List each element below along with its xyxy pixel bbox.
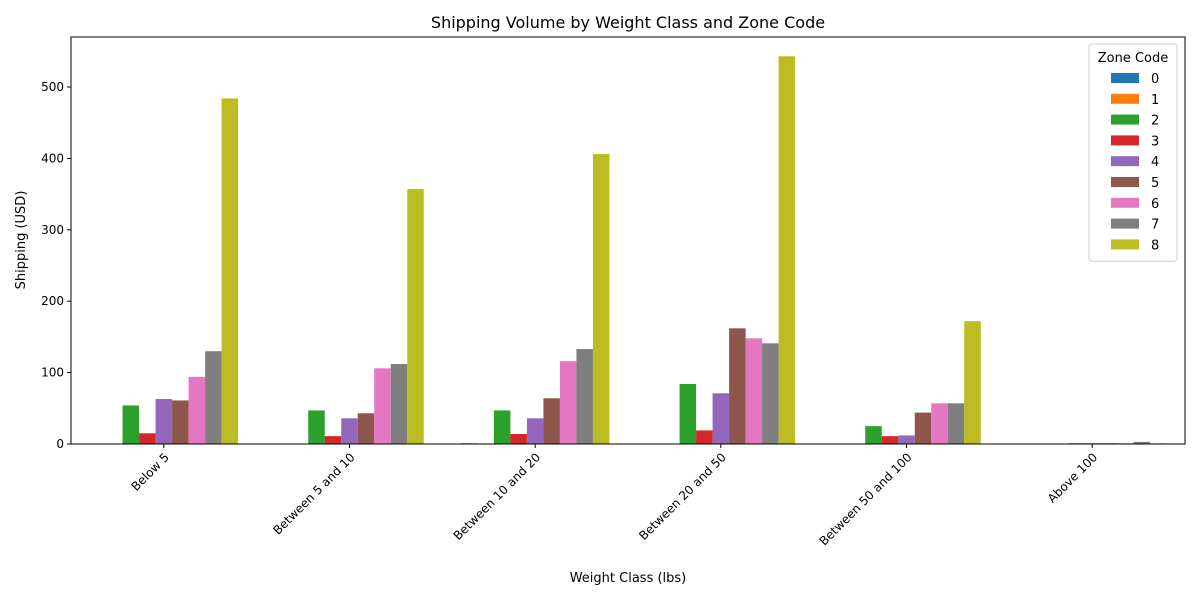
- legend-label-5: 5: [1151, 176, 1159, 191]
- y-tick-label: 400: [41, 151, 64, 165]
- y-tick-label: 0: [56, 437, 64, 451]
- y-tick-label: 100: [41, 366, 64, 380]
- legend: Zone Code 0 1 2 3 4 5 6 7 8: [1088, 43, 1178, 262]
- bar-zone-7-5: [947, 403, 965, 444]
- legend-swatch-1: [1111, 93, 1139, 104]
- bar-zone-6-2: [374, 368, 391, 444]
- legend-title: Zone Code: [1098, 51, 1169, 66]
- bar-zone-2-2: [308, 410, 325, 444]
- bar-zone-3-4: [696, 430, 713, 444]
- bar-zone-3-3: [510, 434, 527, 444]
- bar-zone-4-2: [341, 418, 358, 444]
- x-tick-label: Between 10 and 20: [451, 450, 544, 543]
- x-tick-label: Between 20 and 50: [636, 450, 729, 543]
- plot-area: 0 100 200 300 400 500 Below 5 Between 5 and 10 B…: [41, 36, 1186, 548]
- bar-zone-6-3: [559, 361, 577, 444]
- bar-zone-8-2: [407, 189, 424, 444]
- legend-swatch-8: [1111, 239, 1139, 250]
- bar-zone-2-3: [493, 410, 511, 444]
- legend-label-7: 7: [1151, 218, 1159, 233]
- chart-title: Shipping Volume by Weight Class and Zone…: [431, 13, 825, 32]
- legend-label-3: 3: [1151, 134, 1159, 149]
- bar-zone-8-5: [964, 321, 981, 444]
- legend-swatch-6: [1111, 197, 1139, 208]
- bar-zone-8-3: [592, 154, 610, 445]
- bar-zone-3-5: [881, 436, 899, 444]
- bar-zone-2-5: [865, 426, 882, 444]
- bar-zone-2-1: [122, 405, 140, 444]
- legend-swatch-0: [1111, 73, 1139, 83]
- bar-zone-6-5: [931, 403, 948, 444]
- bar-zone-4-3: [526, 418, 544, 444]
- bar-zone-4-4: [712, 393, 730, 444]
- bar-zone-3-1: [139, 433, 156, 444]
- bar-zone-8-4: [778, 56, 796, 445]
- legend-label-8: 8: [1151, 238, 1159, 253]
- legend-label-1: 1: [1151, 93, 1159, 108]
- bar-zone-7-6: [1133, 441, 1150, 444]
- legend-swatch-5: [1111, 177, 1139, 187]
- bar-zone-5-1: [172, 400, 189, 444]
- bar-zone-7-4: [762, 343, 779, 444]
- bar-zone-4-5: [898, 435, 915, 444]
- legend-swatch-7: [1111, 218, 1139, 229]
- plot-frame: [70, 36, 1186, 445]
- bar-zone-5-2: [357, 413, 375, 444]
- y-tick-label: 300: [41, 223, 64, 237]
- legend-swatch-2: [1111, 114, 1139, 125]
- x-tick-label: Below 5: [128, 450, 172, 494]
- y-axis-label: Shipping (USD): [14, 191, 29, 290]
- bar-zone-6-1: [188, 376, 206, 444]
- y-tick-label: 500: [41, 80, 64, 94]
- legend-label-0: 0: [1151, 72, 1159, 87]
- x-tick-label: Between 50 and 100: [817, 450, 915, 548]
- bar-zone-3-2: [324, 436, 342, 444]
- bar-zone-4-1: [155, 399, 173, 444]
- x-tick-label: Above 100: [1045, 450, 1100, 505]
- bar-zone-5-5: [914, 412, 932, 444]
- legend-label-2: 2: [1151, 114, 1159, 129]
- bar-zone-7-1: [205, 351, 222, 444]
- bar-zone-2-4: [679, 384, 697, 444]
- bar-zone-5-4: [729, 328, 746, 444]
- legend-label-6: 6: [1151, 197, 1159, 212]
- bar-zone-8-1: [221, 98, 239, 445]
- legend-label-4: 4: [1151, 155, 1159, 170]
- legend-swatch-3: [1111, 135, 1139, 146]
- x-axis-label: Weight Class (lbs): [570, 571, 687, 586]
- bar-zone-5-3: [543, 398, 560, 444]
- legend-swatch-4: [1111, 156, 1139, 167]
- x-tick-label: Between 5 and 10: [270, 450, 357, 537]
- bar-zone-7-3: [576, 349, 593, 444]
- bar-zone-6-4: [745, 338, 763, 444]
- y-tick-label: 200: [41, 294, 64, 308]
- bar-zone-7-2: [390, 364, 408, 444]
